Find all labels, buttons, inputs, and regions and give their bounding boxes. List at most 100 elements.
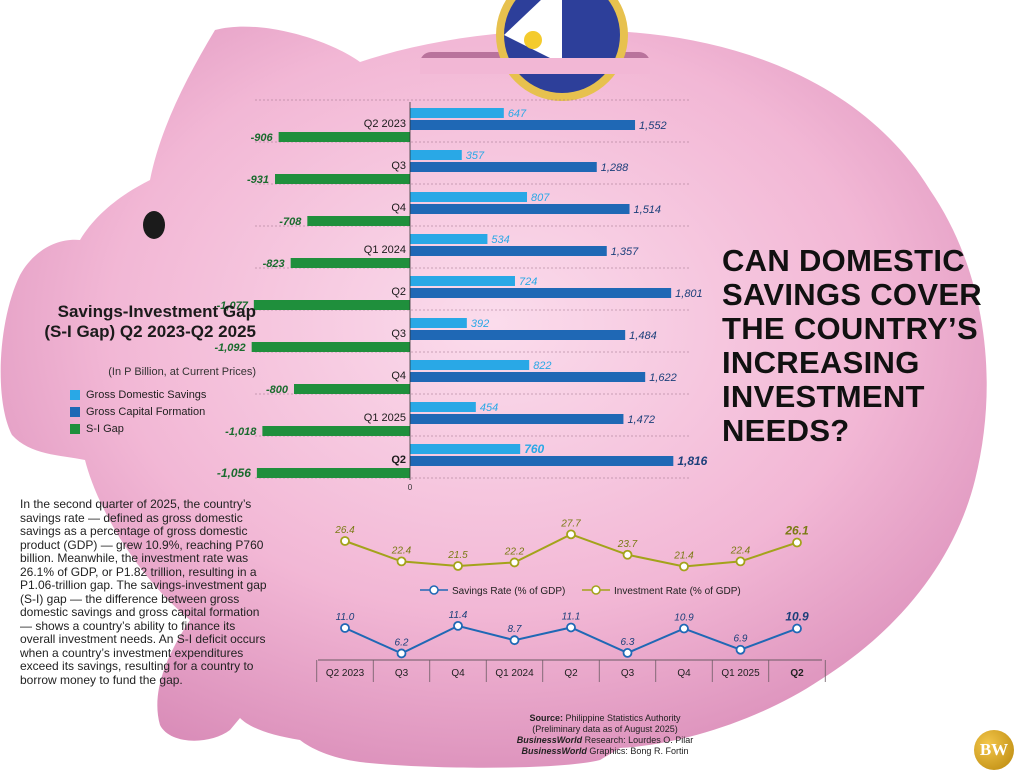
graphics-line: BusinessWorld Graphics: Bong R. Fortin [470,746,740,757]
savings-value-label: 6.3 [621,637,635,648]
value-label-capital: 1,484 [629,330,657,342]
x-tick-label: Q4 [451,668,465,679]
bar-gap [251,342,410,352]
value-label-gap: -1,077 [217,300,249,312]
value-label-savings: 807 [531,192,550,204]
x-tick-label: Q2 [790,668,804,679]
source-note: (Preliminary data as of August 2025) [532,724,678,734]
value-label-savings: 724 [519,276,537,288]
category-label: Q2 [391,454,406,466]
value-label-savings: 534 [491,234,509,246]
investment-value-label: 27.7 [560,518,581,529]
source-label: Source: [529,713,563,723]
savings-value-label: 6.2 [395,637,409,648]
line-legend-marker [429,585,439,595]
value-label-capital: 1,552 [639,120,667,132]
bar-savings [410,360,530,370]
savings-value-label: 6.9 [734,634,748,645]
investment-value-label: 22.4 [730,545,751,556]
value-label-savings: 454 [480,402,498,414]
savings-point [566,622,576,633]
graphics-text: Graphics: Bong R. Fortin [589,746,689,756]
x-tick-label: Q4 [677,668,691,679]
bar-savings [410,444,521,454]
line-legend-label: Investment Rate (% of GDP) [614,586,741,597]
value-label-capital: 1,357 [611,246,639,258]
investment-value-label: 23.7 [617,539,638,550]
legend-swatch [70,423,80,434]
bar-savings [410,402,476,412]
category-label: Q3 [391,160,406,172]
category-label: Q1 2025 [364,412,406,424]
savings-point [453,620,463,631]
investment-value-label: 26.4 [334,525,355,536]
savings-point [340,623,350,633]
value-label-savings: 822 [533,360,551,372]
value-label-savings: 357 [466,150,485,162]
value-label-gap: -1,092 [214,342,245,354]
bar-gap [275,174,410,184]
investment-value-label: 21.5 [447,550,468,561]
bar-capital [410,372,646,382]
value-label-savings: 760 [524,442,544,456]
value-label-gap: -708 [279,216,302,228]
research-label: BusinessWorld [516,735,583,745]
bar-capital [410,162,597,172]
investment-point [566,529,576,540]
x-tick-label: Q1 2024 [495,668,534,679]
value-label-gap: -906 [251,132,274,144]
savings-value-label: 10.9 [785,610,809,624]
bar-capital [410,204,630,214]
savings-value-label: 10.9 [674,613,694,624]
research-line: BusinessWorld Research: Lourdes O. Pilar [470,735,740,746]
investment-value-label: 21.4 [673,551,694,562]
investment-value-label: 22.4 [391,545,412,556]
value-label-savings: 392 [471,318,489,330]
legend-swatch [70,406,80,417]
investment-point [509,557,520,568]
bar-savings [410,108,504,118]
savings-point [735,644,746,655]
savings-point [396,648,407,659]
bar-legend: Gross Domestic Savings Gross Capital For… [70,386,206,437]
pig-eye [143,211,165,239]
savings-value-label: 11.0 [336,612,355,623]
bar-gap [307,216,410,226]
source-text: Philippine Statistics Authority [565,713,681,723]
value-label-gap: -1,018 [225,426,257,438]
bar-gap [256,468,410,478]
x-tick-label: Q2 2023 [326,668,365,679]
legend-label: S-I Gap [86,422,124,435]
panel-title: Savings-Investment Gap (S-I Gap) Q2 2023… [44,302,256,341]
legend-item: Gross Capital Formation [70,403,206,420]
bar-savings [410,234,488,244]
savings-point [622,648,633,658]
investment-point [340,536,350,546]
rates-line-chart: 26.4 22.4 21.5 22.2 27.7 23.7 21.4 22.4 26.1 11.0… [316,518,826,682]
sigap-bar-chart: Q2 2023 647 1,552 -906 Q3 357 1,288 -931 Q4 807 1,… [214,99,708,492]
legend-label: Gross Domestic Savings [86,388,207,401]
source-line: Source: Philippine Statistics Authority [470,713,740,724]
value-label-capital: 1,514 [634,204,662,216]
value-label-savings: 647 [508,108,527,120]
savings-value-label: 8.7 [508,624,522,635]
value-label-gap: -800 [266,384,289,396]
category-label: Q1 2024 [364,244,406,256]
body-text: In the second quarter of 2025, the count… [20,497,267,687]
bar-capital [410,456,674,466]
category-label: Q2 [391,286,406,298]
savings-value-label: 11.4 [449,610,468,621]
value-label-gap: -1,056 [217,466,251,480]
investment-point [735,556,746,567]
savings-point [509,635,520,646]
category-label: Q3 [391,328,406,340]
headline: CAN DOMESTIC SAVINGS COVER THE COUNTRY’S… [722,243,982,448]
investment-point [396,556,407,567]
savings-point [679,623,689,634]
bar-gap [290,258,410,268]
bar-savings [410,276,515,286]
legend-label: Gross Capital Formation [86,405,206,418]
investment-point [792,537,802,548]
bar-capital [410,120,636,130]
